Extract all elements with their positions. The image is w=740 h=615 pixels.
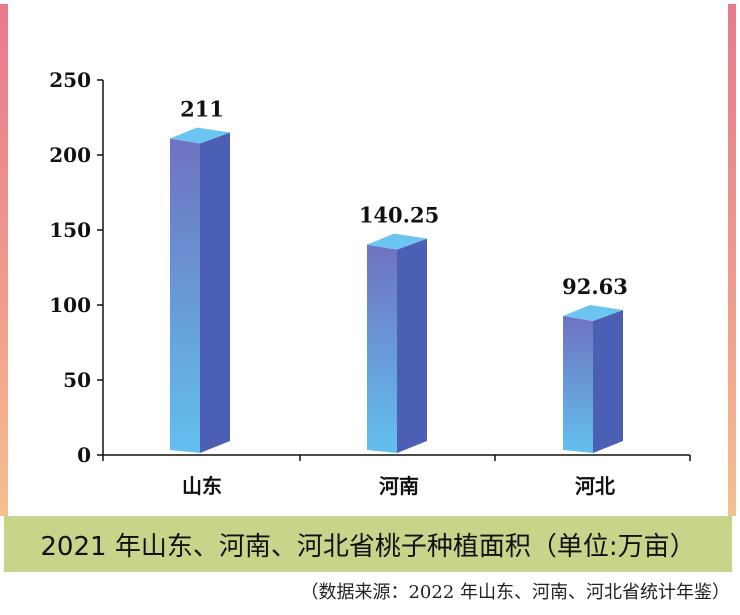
category-label-1: 山东 bbox=[182, 474, 222, 498]
y-tick-label: 100 bbox=[49, 293, 91, 317]
bar-top-3 bbox=[563, 305, 623, 322]
chart-title: 2021 年山东、河南、河北省桃子种植面积（单位:万亩） bbox=[40, 531, 696, 562]
bars bbox=[170, 127, 623, 453]
right-gradient-border bbox=[728, 4, 736, 516]
bar-front-3 bbox=[563, 316, 593, 453]
y-tick-label: 0 bbox=[77, 443, 91, 467]
bar-side-1 bbox=[200, 132, 230, 453]
y-tick-label: 250 bbox=[49, 68, 91, 92]
data-label-2: 140.25 bbox=[359, 203, 439, 228]
caption-bar: 2021 年山东、河南、河北省桃子种植面积（单位:万亩） bbox=[4, 516, 732, 572]
labels: 211 山东 140.25 河南 92.63 河北 bbox=[180, 97, 628, 499]
data-label-3: 92.63 bbox=[562, 274, 628, 299]
data-label-1: 211 bbox=[180, 97, 224, 122]
bar-top-2 bbox=[367, 233, 427, 250]
bar-top-1 bbox=[170, 127, 230, 144]
axes: 0 50 100 150 200 250 bbox=[49, 68, 691, 467]
bar-side-2 bbox=[397, 238, 427, 453]
y-tick-label: 50 bbox=[63, 368, 91, 392]
bar-chart: 0 50 100 150 200 250 211 山东 140.25 河南 92.63 河北 bbox=[49, 68, 691, 499]
y-tick-label: 200 bbox=[49, 143, 91, 167]
left-gradient-border bbox=[0, 4, 8, 516]
category-label-3: 河北 bbox=[575, 474, 615, 498]
bar-side-3 bbox=[593, 310, 623, 453]
data-source-note: （数据来源：2022 年山东、河南、河北省统计年鉴） bbox=[300, 582, 730, 603]
bar-front-2 bbox=[367, 244, 397, 453]
y-tick-label: 150 bbox=[49, 218, 91, 242]
category-label-2: 河南 bbox=[379, 474, 419, 498]
bar-front-1 bbox=[170, 138, 200, 453]
